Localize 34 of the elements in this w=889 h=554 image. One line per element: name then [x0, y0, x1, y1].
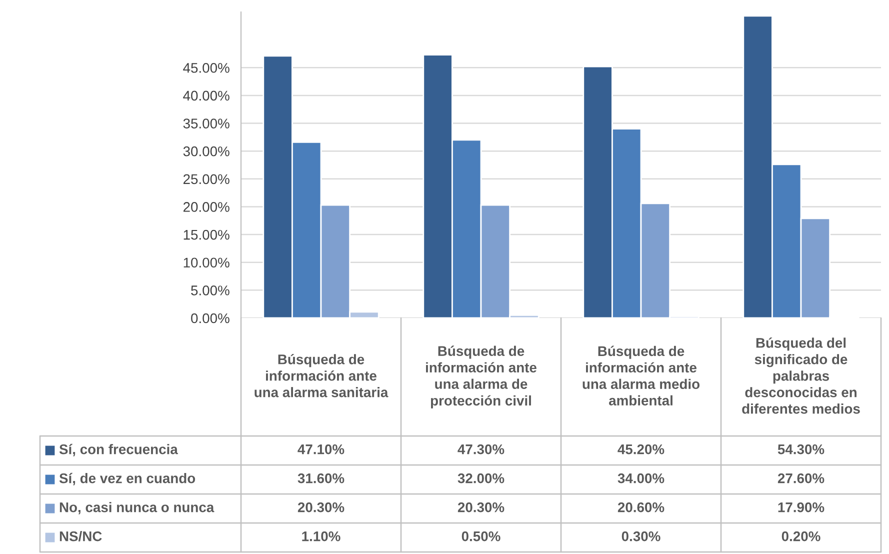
legend-label: No, casi nunca o nunca: [60, 502, 214, 514]
legend-label: Sí, de vez en cuando: [59, 472, 196, 486]
y-tick-label: 35.00%: [183, 118, 230, 128]
y-tick-label: 5.00%: [191, 286, 230, 296]
data-label: 27.60%: [778, 473, 824, 484]
data-label: 0.50%: [462, 531, 500, 542]
data-label: 20.30%: [458, 502, 504, 512]
data-label: 31.60%: [298, 473, 344, 484]
data-label: 0.30%: [622, 531, 660, 542]
x-tick-label: Búsqueda de información ante una alarma medio ambiental: [582, 346, 700, 406]
data-label: 20.60%: [618, 502, 664, 512]
data-label: 0.20%: [782, 531, 820, 542]
legend-label: Sí, con frecuencia: [59, 444, 178, 456]
y-tick-label: 45.00%: [183, 62, 230, 73]
y-tick-label: 30.00%: [183, 146, 230, 156]
data-label: 45.20%: [618, 444, 664, 454]
y-tick-label: 0.00%: [191, 313, 230, 324]
data-label: 32.00%: [458, 473, 504, 484]
y-tick-label: 25.00%: [183, 174, 230, 184]
data-label: 1.10%: [302, 531, 340, 542]
x-tick-label: Búsqueda del significado de palabras desconocidas en diferentes medios: [742, 337, 860, 414]
data-label: 47.30%: [458, 444, 504, 454]
data-label: 54.30%: [778, 444, 824, 454]
legend-label: NS/NC: [60, 531, 102, 542]
data-label: 47.10%: [298, 444, 344, 454]
data-label: 17.90%: [778, 502, 824, 512]
y-tick-label: 10.00%: [184, 258, 230, 268]
data-label: 34.00%: [618, 473, 664, 484]
x-tick-label: Búsqueda de información ante una alarma sanitaria: [254, 354, 388, 398]
y-tick-label: 15.00%: [184, 230, 230, 240]
data-label: 20.30%: [298, 502, 344, 512]
y-tick-label: 20.00%: [183, 202, 230, 212]
x-tick-label: Búsqueda de información ante una alarma de protección civil: [426, 346, 536, 408]
y-tick-label: 40.00%: [183, 90, 230, 101]
